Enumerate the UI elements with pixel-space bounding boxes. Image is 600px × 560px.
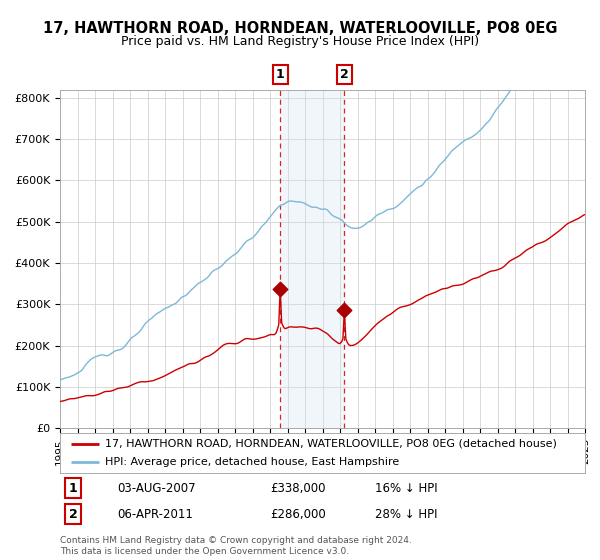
Text: £338,000: £338,000	[270, 482, 325, 494]
Point	[275, 284, 285, 293]
Point	[340, 306, 349, 315]
Text: 17, HAWTHORN ROAD, HORNDEAN, WATERLOOVILLE, PO8 0EG (detached house): 17, HAWTHORN ROAD, HORNDEAN, WATERLOOVIL…	[104, 439, 557, 449]
Bar	[280, 90, 344, 428]
Text: 2: 2	[69, 508, 77, 521]
Text: Contains HM Land Registry data © Crown copyright and database right 2024.
This d: Contains HM Land Registry data © Crown c…	[60, 536, 412, 556]
Text: 1: 1	[276, 68, 284, 81]
Text: 2: 2	[340, 68, 349, 81]
Text: 03-AUG-2007: 03-AUG-2007	[118, 482, 196, 494]
Text: 17, HAWTHORN ROAD, HORNDEAN, WATERLOOVILLE, PO8 0EG: 17, HAWTHORN ROAD, HORNDEAN, WATERLOOVIL…	[43, 21, 557, 36]
Text: £286,000: £286,000	[270, 508, 326, 521]
Text: Price paid vs. HM Land Registry's House Price Index (HPI): Price paid vs. HM Land Registry's House …	[121, 35, 479, 48]
Text: 16% ↓ HPI: 16% ↓ HPI	[375, 482, 437, 494]
Text: 06-APR-2011: 06-APR-2011	[118, 508, 194, 521]
Text: HPI: Average price, detached house, East Hampshire: HPI: Average price, detached house, East…	[104, 458, 399, 467]
Text: 1: 1	[69, 482, 77, 494]
Text: 28% ↓ HPI: 28% ↓ HPI	[375, 508, 437, 521]
